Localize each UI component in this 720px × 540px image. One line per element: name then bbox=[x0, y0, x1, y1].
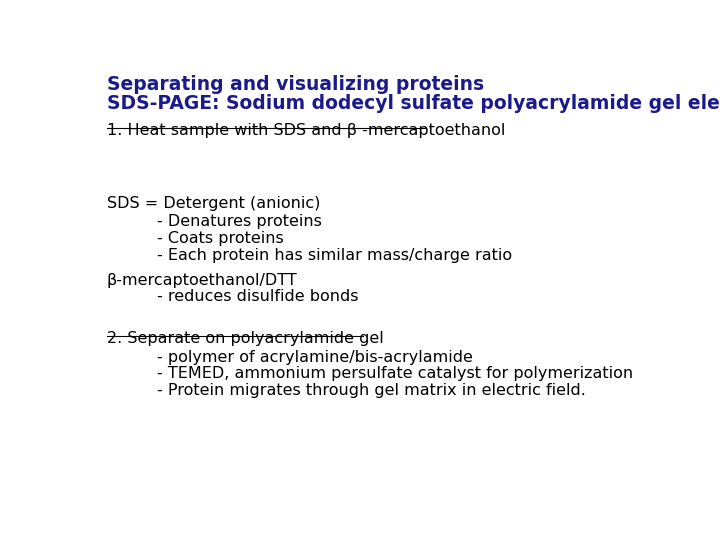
Text: Separating and visualizing proteins: Separating and visualizing proteins bbox=[107, 75, 484, 94]
Text: - reduces disulfide bonds: - reduces disulfide bonds bbox=[157, 289, 359, 305]
Text: SDS = Detergent (anionic): SDS = Detergent (anionic) bbox=[107, 196, 320, 211]
Text: β-mercaptoethanol/DTT: β-mercaptoethanol/DTT bbox=[107, 273, 297, 288]
Text: - Protein migrates through gel matrix in electric field.: - Protein migrates through gel matrix in… bbox=[157, 383, 586, 398]
Text: - Each protein has similar mass/charge ratio: - Each protein has similar mass/charge r… bbox=[157, 248, 512, 263]
Text: SDS-PAGE: Sodium dodecyl sulfate polyacrylamide gel electrophoresis: SDS-PAGE: Sodium dodecyl sulfate polyacr… bbox=[107, 94, 720, 113]
Text: 2. Separate on polyacrylamide gel: 2. Separate on polyacrylamide gel bbox=[107, 331, 384, 346]
Text: 1. Heat sample with SDS and β -mercaptoethanol: 1. Heat sample with SDS and β -mercaptoe… bbox=[107, 123, 505, 138]
Text: - polymer of acrylamine/bis-acrylamide: - polymer of acrylamine/bis-acrylamide bbox=[157, 349, 473, 364]
Text: - Coats proteins: - Coats proteins bbox=[157, 231, 284, 246]
Text: - TEMED, ammonium persulfate catalyst for polymerization: - TEMED, ammonium persulfate catalyst fo… bbox=[157, 366, 633, 381]
Text: - Denatures proteins: - Denatures proteins bbox=[157, 214, 322, 230]
